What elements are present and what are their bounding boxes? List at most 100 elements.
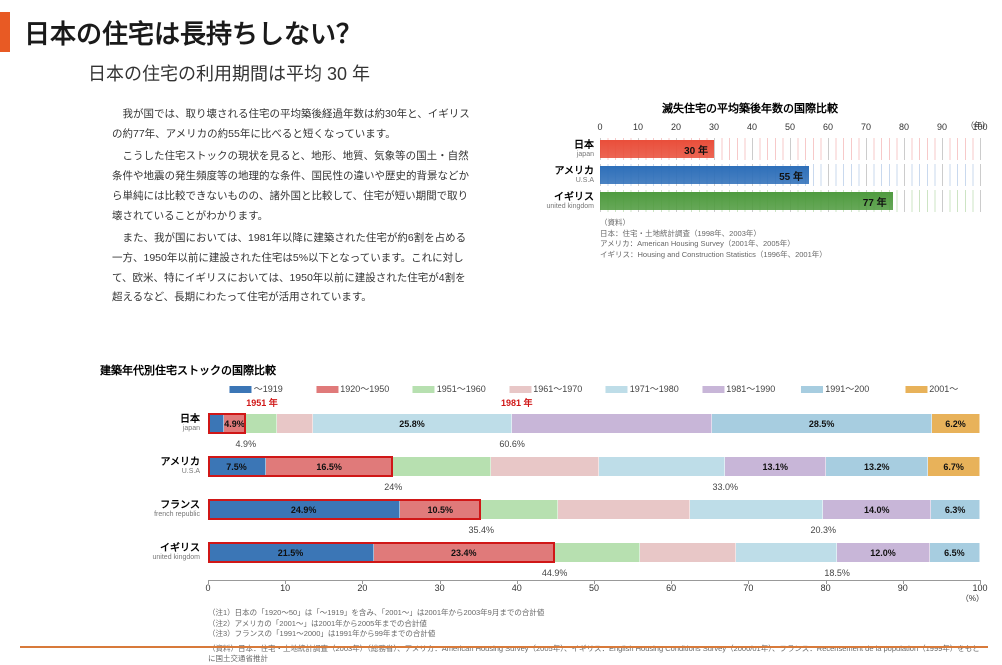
bottom-rule — [20, 646, 988, 648]
chart2-tick: 100 — [972, 583, 987, 593]
chart2-cum-label: 18.5% — [824, 568, 850, 578]
chart2-tick: 90 — [898, 583, 908, 593]
chart2-legend-item: 1981～1990 — [702, 382, 775, 395]
chart1-bar: 77 年 — [600, 192, 893, 210]
chart2-tick: 50 — [589, 583, 599, 593]
chart2-title: 建築年代別住宅ストックの国際比較 — [100, 362, 980, 378]
chart2-tick: 70 — [743, 583, 753, 593]
chart1-row: イギリスunited kingdom77 年 — [520, 188, 980, 214]
chart2-segment: 28.5% — [712, 414, 932, 433]
chart1-country-label: アメリカU.S.A — [520, 166, 600, 185]
chart2-cum-label: 60.6% — [499, 439, 525, 449]
chart2-country-label: イギリスunited kingdom — [100, 543, 208, 562]
chart2-legend: ～19191920～19501951～19601961～19701971～198… — [208, 382, 980, 396]
chart2-segment — [393, 457, 490, 476]
chart1-tick: 90 — [937, 122, 947, 132]
chart2-segment: 10.5% — [400, 500, 481, 519]
chart2-segment: 6.7% — [928, 457, 980, 476]
chart2-row: アメリカU.S.A7.5%16.5% 13.1%13.2%6.7% — [100, 451, 980, 482]
chart1-bar: 55 年 — [600, 166, 809, 184]
chart2-segment — [555, 543, 640, 562]
chart2-unit: （%） — [961, 593, 984, 604]
chart2-segment: 24.9% — [208, 500, 400, 519]
chart2-legend-item: 2001～ — [905, 382, 958, 395]
chart1-sources: （資料） 日本：住宅・土地統計調査（1998年、2003年） アメリカ：Amer… — [600, 218, 980, 260]
chart2-segment: 14.0% — [823, 500, 931, 519]
chart2-segment: 6.3% — [931, 500, 980, 519]
chart2-legend-item: 1991～200 — [801, 382, 869, 395]
chart1-title: 滅失住宅の平均築後年数の国際比較 — [520, 100, 980, 116]
subtitle: 日本の住宅の利用期間は平均 30 年 — [88, 60, 370, 86]
sources-heading: （資料） — [600, 218, 980, 229]
chart2-segment — [558, 500, 689, 519]
chart1-country-label: イギリスunited kingdom — [520, 192, 600, 211]
chart2-cum-label: 4.9% — [236, 439, 257, 449]
chart2-segment: 21.5% — [208, 543, 374, 562]
accent-bar — [0, 12, 10, 52]
chart2-segment: 7.5% — [208, 457, 266, 476]
chart1-tick: 70 — [861, 122, 871, 132]
chart1-row: アメリカU.S.A55 年 — [520, 162, 980, 188]
chart1-bar-area: 55 年 — [600, 164, 980, 186]
note-line: （注1）日本の「1920～50」は「～1919」を含み、「2001～」は2001… — [208, 608, 980, 619]
chart2-legend-item: 1920～1950 — [316, 382, 389, 395]
chart2-annotation: 1981 年 — [501, 396, 533, 409]
chart2-row: 日本japan4.9%25.8%28.5%6.2% — [100, 408, 980, 439]
chart2-annotation: 1951 年 — [246, 396, 278, 409]
chart2-segment: 13.1% — [725, 457, 826, 476]
chart1-row: 日本japan30 年 — [520, 136, 980, 162]
chart2-segment: 12.0% — [837, 543, 930, 562]
chart1-axis: （年） 0102030405060708090100 — [600, 122, 980, 136]
chart1-tick: 80 — [899, 122, 909, 132]
body-text: 我が国では、取り壊される住宅の平均築後経過年数は約30年と、イギリスの約77年、… — [112, 105, 472, 310]
chart1-tick: 40 — [747, 122, 757, 132]
chart2-cum-label: 35.4% — [469, 525, 495, 535]
chart2-segment — [208, 414, 224, 433]
chart1-bar: 30 年 — [600, 140, 714, 158]
chart2-annotations: 1951 年 1981 年 — [208, 396, 980, 408]
chart1-bar-area: 77 年 — [600, 190, 980, 212]
chart2-tick: 30 — [435, 583, 445, 593]
chart2-segment: 6.2% — [932, 414, 980, 433]
chart1: 滅失住宅の平均築後年数の国際比較 （年） 0102030405060708090… — [520, 100, 980, 260]
chart2: 建築年代別住宅ストックの国際比較 ～1919 1920～1950 1951～1960… — [100, 362, 980, 665]
chart2-segment — [599, 457, 726, 476]
chart2-cum-label: 33.0% — [712, 482, 738, 492]
chart1-tick: 10 — [633, 122, 643, 132]
chart2-country-label: アメリカU.S.A — [100, 457, 208, 476]
chart2-cum-label: 20.3% — [811, 525, 837, 535]
chart1-tick: 20 — [671, 122, 681, 132]
chart1-tick: 30 — [709, 122, 719, 132]
chart1-tick: 0 — [597, 122, 602, 132]
chart2-cumulative: 35.4% 20.3% — [208, 525, 980, 537]
chart2-segment — [640, 543, 737, 562]
chart1-bar-area: 30 年 — [600, 138, 980, 160]
chart2-segment — [736, 543, 837, 562]
chart2-bar: 21.5%23.4% 12.0%6.5% — [208, 543, 980, 562]
chart1-tick: 50 — [785, 122, 795, 132]
chart2-legend-item: 1951～1960 — [413, 382, 486, 395]
chart2-row: フランスfrench republic24.9%10.5%14.0%6.3% — [100, 494, 980, 525]
chart2-legend-item: ～1919 — [230, 382, 283, 395]
chart2-cumulative: 44.9% 18.5% — [208, 568, 980, 580]
chart2-segment — [481, 500, 558, 519]
chart2-segment — [690, 500, 824, 519]
chart2-cum-label: 44.9% — [542, 568, 568, 578]
chart2-segment: 13.2% — [826, 457, 928, 476]
chart2-segment: 25.8% — [313, 414, 512, 433]
chart2-segment: 23.4% — [374, 543, 555, 562]
chart2-segment: 6.5% — [930, 543, 980, 562]
chart2-bar: 4.9%25.8%28.5%6.2% — [208, 414, 980, 433]
chart2-cumulative: 4.9% 60.6% — [208, 439, 980, 451]
chart2-tick: 0 — [205, 583, 210, 593]
chart2-legend-item: 1971～1980 — [606, 382, 679, 395]
source-line: 日本：住宅・土地統計調査（1998年、2003年） — [600, 229, 980, 240]
chart2-tick: 10 — [280, 583, 290, 593]
paragraph: また、我が国においては、1981年以降に建築された住宅が約6割を占める一方、19… — [112, 229, 472, 309]
chart2-segment — [246, 414, 277, 433]
note-line: （注2）アメリカの「2001～」は2001年から2005年までの合計値 — [208, 619, 980, 630]
chart1-tick: 100 — [972, 122, 987, 132]
chart2-segment — [512, 414, 712, 433]
chart2-segment: 16.5% — [266, 457, 393, 476]
note-line: （注3）フランスの「1991～2000」は1991年から99年までの合計値 — [208, 629, 980, 640]
